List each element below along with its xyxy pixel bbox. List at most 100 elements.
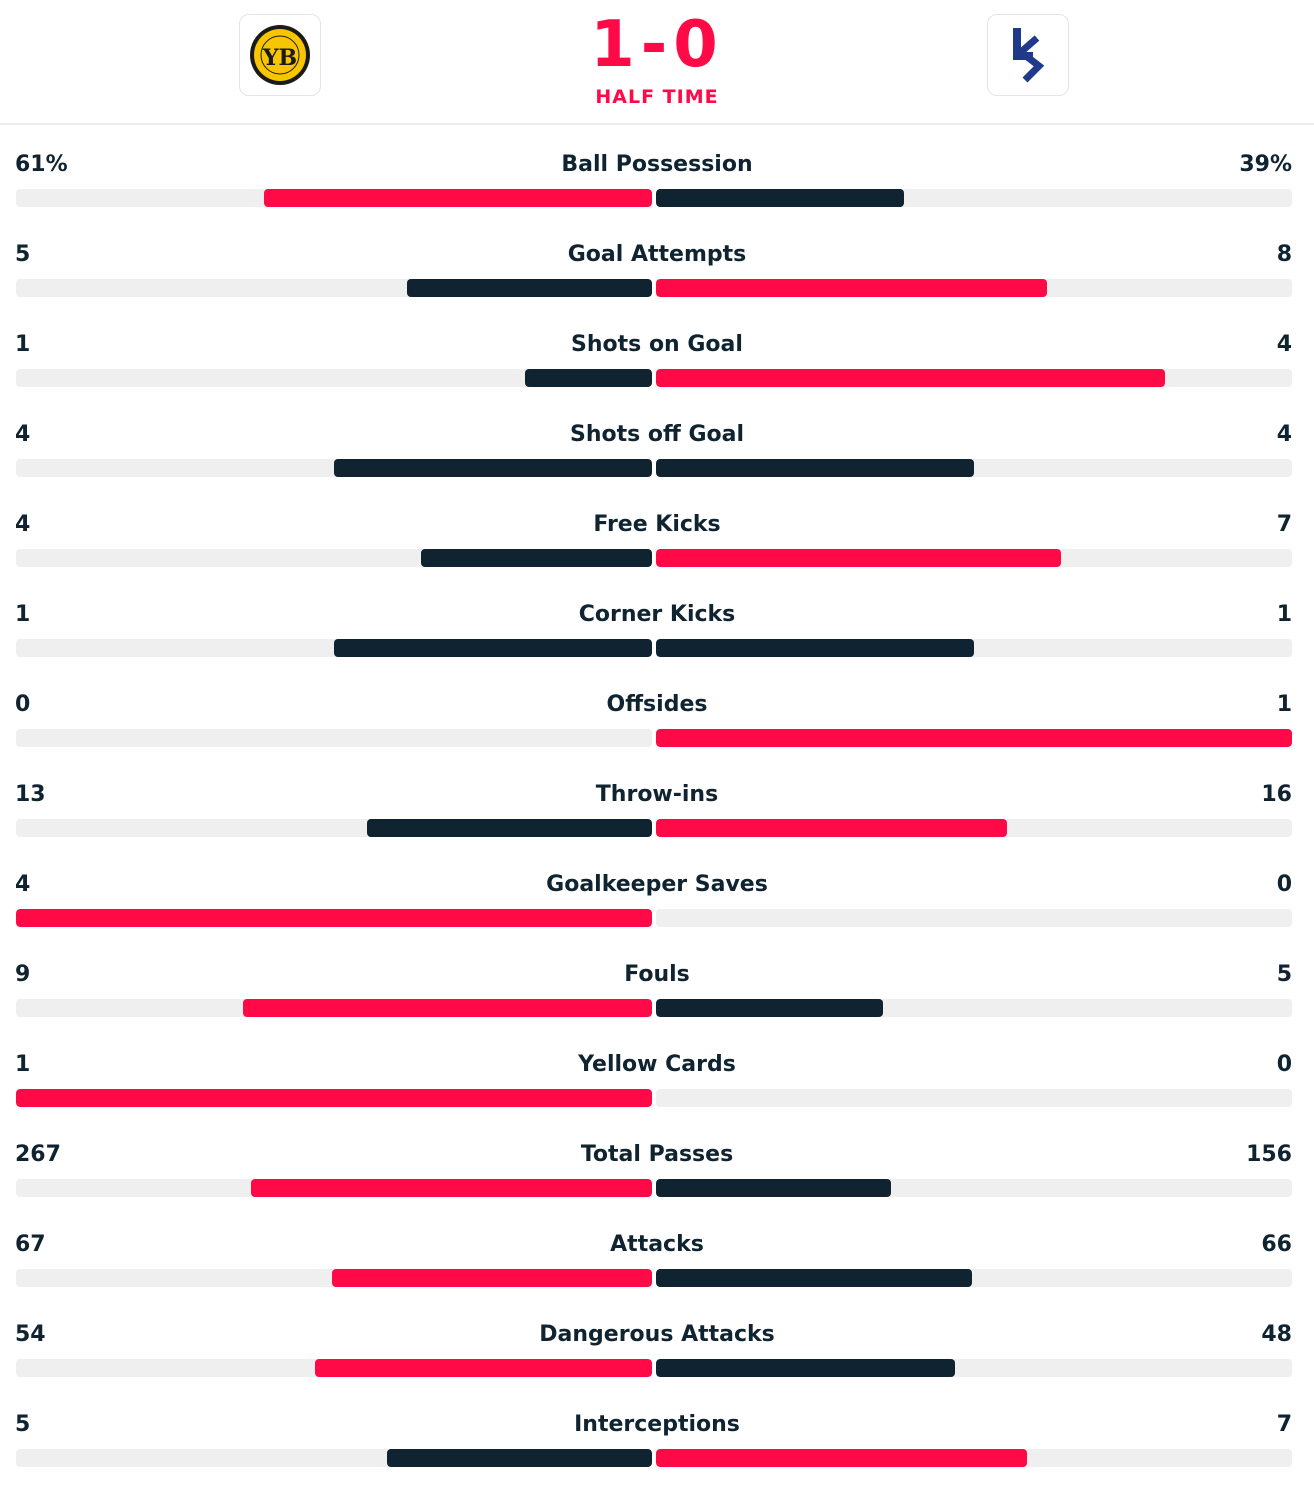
match-header: YB 1-0 HALF TIME — [0, 0, 1314, 125]
away-value: 4 — [1276, 422, 1292, 447]
away-bar-fill — [656, 1269, 972, 1287]
away-bar-fill — [656, 729, 1292, 747]
home-bar-fill — [243, 999, 652, 1017]
stat-row: 4 Shots off Goal 4 — [0, 415, 1314, 505]
away-value: 7 — [1276, 1412, 1292, 1437]
home-bar-track — [16, 1269, 652, 1287]
stat-label: Interceptions — [574, 1412, 740, 1437]
away-bar-track — [656, 459, 1292, 477]
away-bar-track — [656, 369, 1292, 387]
home-bar-track — [16, 729, 652, 747]
home-bar-track — [16, 1089, 652, 1107]
stat-row: 1 Corner Kicks 1 — [0, 595, 1314, 685]
stat-row: 67 Attacks 66 — [0, 1225, 1314, 1315]
stat-label: Total Passes — [580, 1142, 734, 1167]
away-bar-fill — [656, 549, 1061, 567]
home-value: 4 — [15, 422, 31, 447]
stats-list: 61% Ball Possession 39% 5 Goal Attempts 8 1 Sho… — [0, 145, 1314, 1495]
home-value: 1 — [15, 1052, 31, 1077]
stat-label: Fouls — [624, 962, 690, 987]
home-bar-fill — [264, 189, 652, 207]
home-value: 4 — [15, 872, 31, 897]
away-bar-track — [656, 729, 1292, 747]
away-bar-track — [656, 909, 1292, 927]
away-team-logo[interactable] — [987, 14, 1069, 96]
home-bar-fill — [331, 1269, 652, 1287]
home-bar-fill — [250, 1179, 652, 1197]
away-value: 4 — [1276, 332, 1292, 357]
stat-row: 4 Goalkeeper Saves 0 — [0, 865, 1314, 955]
home-value: 5 — [15, 242, 31, 267]
home-bar-fill — [315, 1359, 652, 1377]
away-bar-fill — [656, 189, 905, 207]
stat-label: Corner Kicks — [578, 602, 736, 627]
home-bar-track — [16, 189, 652, 207]
stat-row: 13 Throw-ins 16 — [0, 775, 1314, 865]
away-bar-track — [656, 1269, 1292, 1287]
home-bar-track — [16, 1449, 652, 1467]
stat-label: Throw-ins — [595, 782, 719, 807]
home-value: 9 — [15, 962, 31, 987]
away-bar-fill — [656, 1449, 1027, 1467]
away-bar-track — [656, 819, 1292, 837]
away-bar-track — [656, 999, 1292, 1017]
home-team-logo[interactable]: YB — [239, 14, 321, 96]
away-bar-track — [656, 1359, 1292, 1377]
stat-row: 267 Total Passes 156 — [0, 1135, 1314, 1225]
svg-text:YB: YB — [262, 45, 297, 71]
away-bar-track — [656, 1089, 1292, 1107]
home-value: 54 — [15, 1322, 46, 1347]
home-bar-fill — [334, 459, 652, 477]
home-value: 1 — [15, 332, 31, 357]
match-status: HALF TIME — [595, 86, 719, 108]
away-bar-fill — [656, 1359, 956, 1377]
stat-row: 61% Ball Possession 39% — [0, 145, 1314, 235]
away-bar-track — [656, 1449, 1292, 1467]
young-boys-crest-icon: YB — [250, 25, 310, 85]
stat-label: Shots off Goal — [569, 422, 745, 447]
home-bar-track — [16, 819, 652, 837]
away-value: 1 — [1276, 602, 1292, 627]
away-value: 7 — [1276, 512, 1292, 537]
home-bar-track — [16, 279, 652, 297]
away-bar-track — [656, 549, 1292, 567]
away-bar-track — [656, 279, 1292, 297]
home-bar-track — [16, 369, 652, 387]
away-value: 48 — [1261, 1322, 1292, 1347]
stat-row: 54 Dangerous Attacks 48 — [0, 1315, 1314, 1405]
stat-row: 1 Yellow Cards 0 — [0, 1045, 1314, 1135]
stat-label: Goal Attempts — [567, 242, 747, 267]
stat-label: Dangerous Attacks — [539, 1322, 775, 1347]
home-value: 61% — [15, 152, 68, 177]
home-value: 267 — [15, 1142, 61, 1167]
away-bar-fill — [656, 819, 1007, 837]
stat-row: 1 Shots on Goal 4 — [0, 325, 1314, 415]
home-bar-fill — [16, 909, 652, 927]
home-value: 67 — [15, 1232, 46, 1257]
home-bar-fill — [420, 549, 652, 567]
stat-row: 5 Interceptions 7 — [0, 1405, 1314, 1495]
home-bar-fill — [387, 1449, 652, 1467]
match-score: 1-0 — [590, 8, 724, 82]
home-bar-fill — [16, 1089, 652, 1107]
stat-label: Offsides — [606, 692, 708, 717]
away-bar-fill — [656, 369, 1165, 387]
stat-row: 5 Goal Attempts 8 — [0, 235, 1314, 325]
away-value: 0 — [1276, 1052, 1292, 1077]
away-bar-fill — [656, 999, 884, 1017]
away-bar-fill — [656, 459, 974, 477]
home-bar-fill — [407, 279, 652, 297]
away-bar-track — [656, 639, 1292, 657]
home-value: 5 — [15, 1412, 31, 1437]
home-bar-track — [16, 999, 652, 1017]
away-bar-fill — [656, 1179, 891, 1197]
home-bar-fill — [524, 369, 652, 387]
away-value: 156 — [1246, 1142, 1292, 1167]
stat-label: Yellow Cards — [578, 1052, 736, 1077]
home-value: 13 — [15, 782, 46, 807]
home-bar-track — [16, 639, 652, 657]
stat-label: Goalkeeper Saves — [546, 872, 768, 897]
stat-label: Attacks — [610, 1232, 704, 1257]
home-bar-track — [16, 1359, 652, 1377]
home-value: 1 — [15, 602, 31, 627]
